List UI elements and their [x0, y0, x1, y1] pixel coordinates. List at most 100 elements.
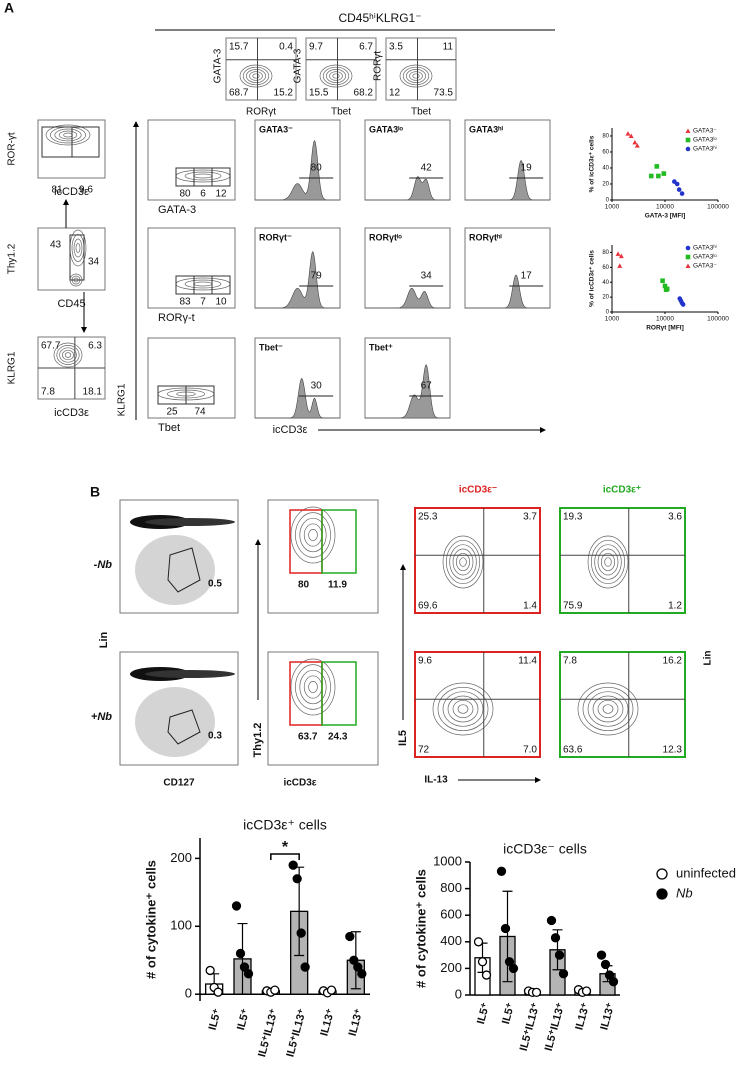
contour	[299, 517, 327, 553]
axis-label: KLRG1	[117, 383, 128, 416]
contour	[290, 658, 336, 716]
axis-label: Lin	[703, 651, 714, 666]
condition-label: +Nb	[91, 711, 112, 723]
contour	[326, 69, 346, 83]
quadrant-value: 0.4	[279, 42, 293, 53]
point	[270, 985, 280, 995]
gate	[211, 167, 231, 187]
point	[477, 957, 488, 967]
contour	[303, 523, 323, 547]
point	[685, 128, 691, 133]
axis-label: RORγt	[246, 107, 276, 118]
point	[656, 173, 661, 179]
gate-value: 6	[200, 189, 206, 200]
point	[661, 171, 667, 176]
quadrant-value: 7.8	[563, 656, 577, 667]
y-tick-label: 20	[602, 182, 609, 188]
quadrant-value: 25.3	[418, 512, 438, 523]
gate-value: 67	[421, 381, 433, 392]
y-tick-label: 800	[440, 880, 462, 895]
x-tick-label: IL13⁺	[347, 1007, 366, 1037]
contour	[457, 704, 469, 714]
point	[676, 187, 682, 192]
gate-value: 24.3	[328, 732, 348, 743]
error-bar	[237, 922, 248, 995]
contour	[75, 243, 81, 253]
subset-title: icCD3ε⁻	[459, 485, 497, 496]
gate-value: 11.9	[328, 580, 347, 591]
density	[145, 670, 235, 678]
contour	[184, 279, 222, 289]
contour	[308, 681, 318, 693]
histogram-title: RORγtʰⁱ	[469, 231, 502, 242]
contour	[64, 352, 72, 358]
chart-title: icCD3ε⁺ cells	[243, 817, 327, 833]
contour	[455, 552, 471, 572]
y-tick-label: 0	[606, 198, 610, 204]
x-tick-label: IL5⁺IL13⁺	[543, 1001, 567, 1052]
contour	[295, 664, 331, 710]
gate-value: 17	[521, 271, 533, 282]
point	[664, 286, 670, 292]
gate-value: 12	[215, 189, 227, 200]
contour	[452, 699, 474, 719]
subset-title: icCD3ε⁺	[603, 485, 641, 496]
point	[617, 263, 623, 268]
gate-value: 80	[179, 189, 191, 200]
point	[618, 253, 624, 259]
gate-value: 7	[200, 297, 206, 308]
point	[674, 181, 680, 187]
x-tick-label: IL13⁺	[318, 1007, 337, 1037]
axis-label: GATA-3	[158, 204, 196, 216]
axis-label: GATA-3	[213, 48, 224, 83]
quadrant-value: 1.4	[523, 601, 537, 612]
contour	[442, 691, 484, 727]
axis-label: % of icCD3ε⁺ cells	[589, 135, 596, 192]
point	[326, 985, 337, 995]
contour	[63, 132, 73, 138]
point	[596, 950, 607, 960]
y-tick-label: 80	[602, 134, 609, 140]
contour	[252, 73, 260, 79]
contour	[445, 539, 481, 585]
point	[604, 970, 615, 980]
quadrant-value: 3.6	[668, 512, 682, 523]
contour	[600, 552, 616, 572]
quadrant-value: 69.6	[418, 601, 438, 612]
axis-label: Lin	[98, 631, 110, 648]
contour	[184, 171, 222, 181]
gate-value: 19	[521, 163, 533, 174]
axis-label: GATA-3 [MFI]	[645, 213, 686, 220]
contour	[54, 128, 82, 142]
axis-label: icCD3ε	[54, 407, 89, 419]
contour	[594, 544, 622, 580]
point	[625, 131, 631, 136]
point	[685, 137, 691, 143]
axis-label: % of icCD3ε⁺ cells	[589, 250, 596, 307]
legend-label: GATA3⁻	[693, 263, 717, 270]
point	[353, 962, 363, 972]
point	[634, 143, 640, 148]
point	[296, 928, 306, 938]
significance: *	[282, 839, 289, 856]
histogram-title: GATA3ʰⁱ	[469, 123, 503, 134]
quadrant-value: 67.7	[41, 341, 61, 352]
contour	[239, 64, 273, 88]
point	[508, 963, 519, 974]
legend-label: uninfected	[676, 865, 736, 880]
axis-label: RORγt	[373, 51, 384, 81]
gate-value: 74	[194, 407, 206, 418]
histogram-title: Tbet⁺	[369, 342, 393, 352]
gate-value: 34	[421, 271, 433, 282]
point	[292, 874, 302, 884]
contour	[290, 506, 336, 564]
contour	[437, 686, 489, 732]
point	[662, 283, 668, 289]
contour	[452, 548, 474, 576]
gate	[211, 275, 231, 295]
contour	[45, 124, 91, 146]
gate-value: 42	[421, 163, 433, 174]
legend-marker	[656, 868, 668, 880]
contour	[449, 544, 477, 580]
point	[213, 987, 223, 997]
